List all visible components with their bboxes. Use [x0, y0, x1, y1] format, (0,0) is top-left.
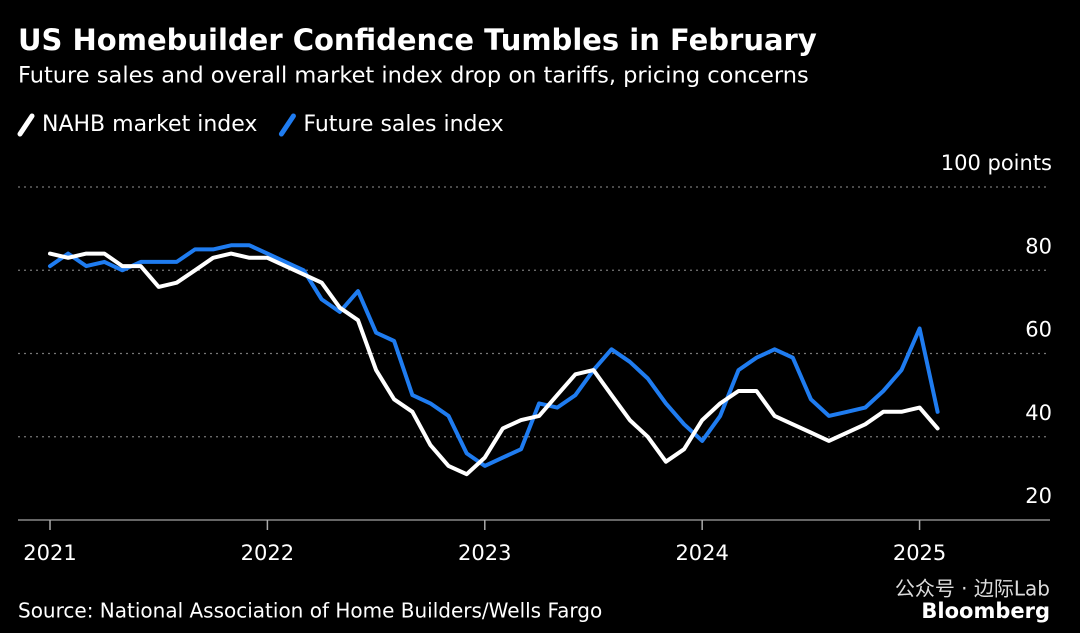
x-tick-label: 2022	[241, 541, 294, 565]
y-tick-label: 100 points	[941, 151, 1052, 175]
brand: Bloomberg	[921, 599, 1050, 623]
legend-label: Future sales index	[303, 112, 503, 137]
x-tick-label: 2024	[675, 541, 728, 565]
series-line	[48, 243, 940, 468]
series-line	[48, 251, 940, 477]
legend-label: NAHB market index	[42, 112, 257, 137]
y-tick-label: 60	[1025, 318, 1052, 342]
chart-title: US Homebuilder Confidence Tumbles in Feb…	[18, 23, 817, 57]
x-tick-label: 2021	[23, 541, 76, 565]
x-tick-label: 2023	[458, 541, 511, 565]
y-tick-label: 20	[1025, 484, 1052, 508]
watermark: 公众号 · 边际Lab	[895, 577, 1050, 601]
x-tick-label: 2025	[893, 541, 946, 565]
chart-subtitle: Future sales and overall market index dr…	[18, 63, 809, 89]
y-tick-label: 80	[1025, 234, 1052, 258]
source: Source: National Association of Home Bui…	[18, 599, 602, 623]
legend-swatch	[278, 113, 296, 137]
legend-swatch	[17, 113, 35, 137]
y-tick-label: 40	[1025, 401, 1052, 425]
